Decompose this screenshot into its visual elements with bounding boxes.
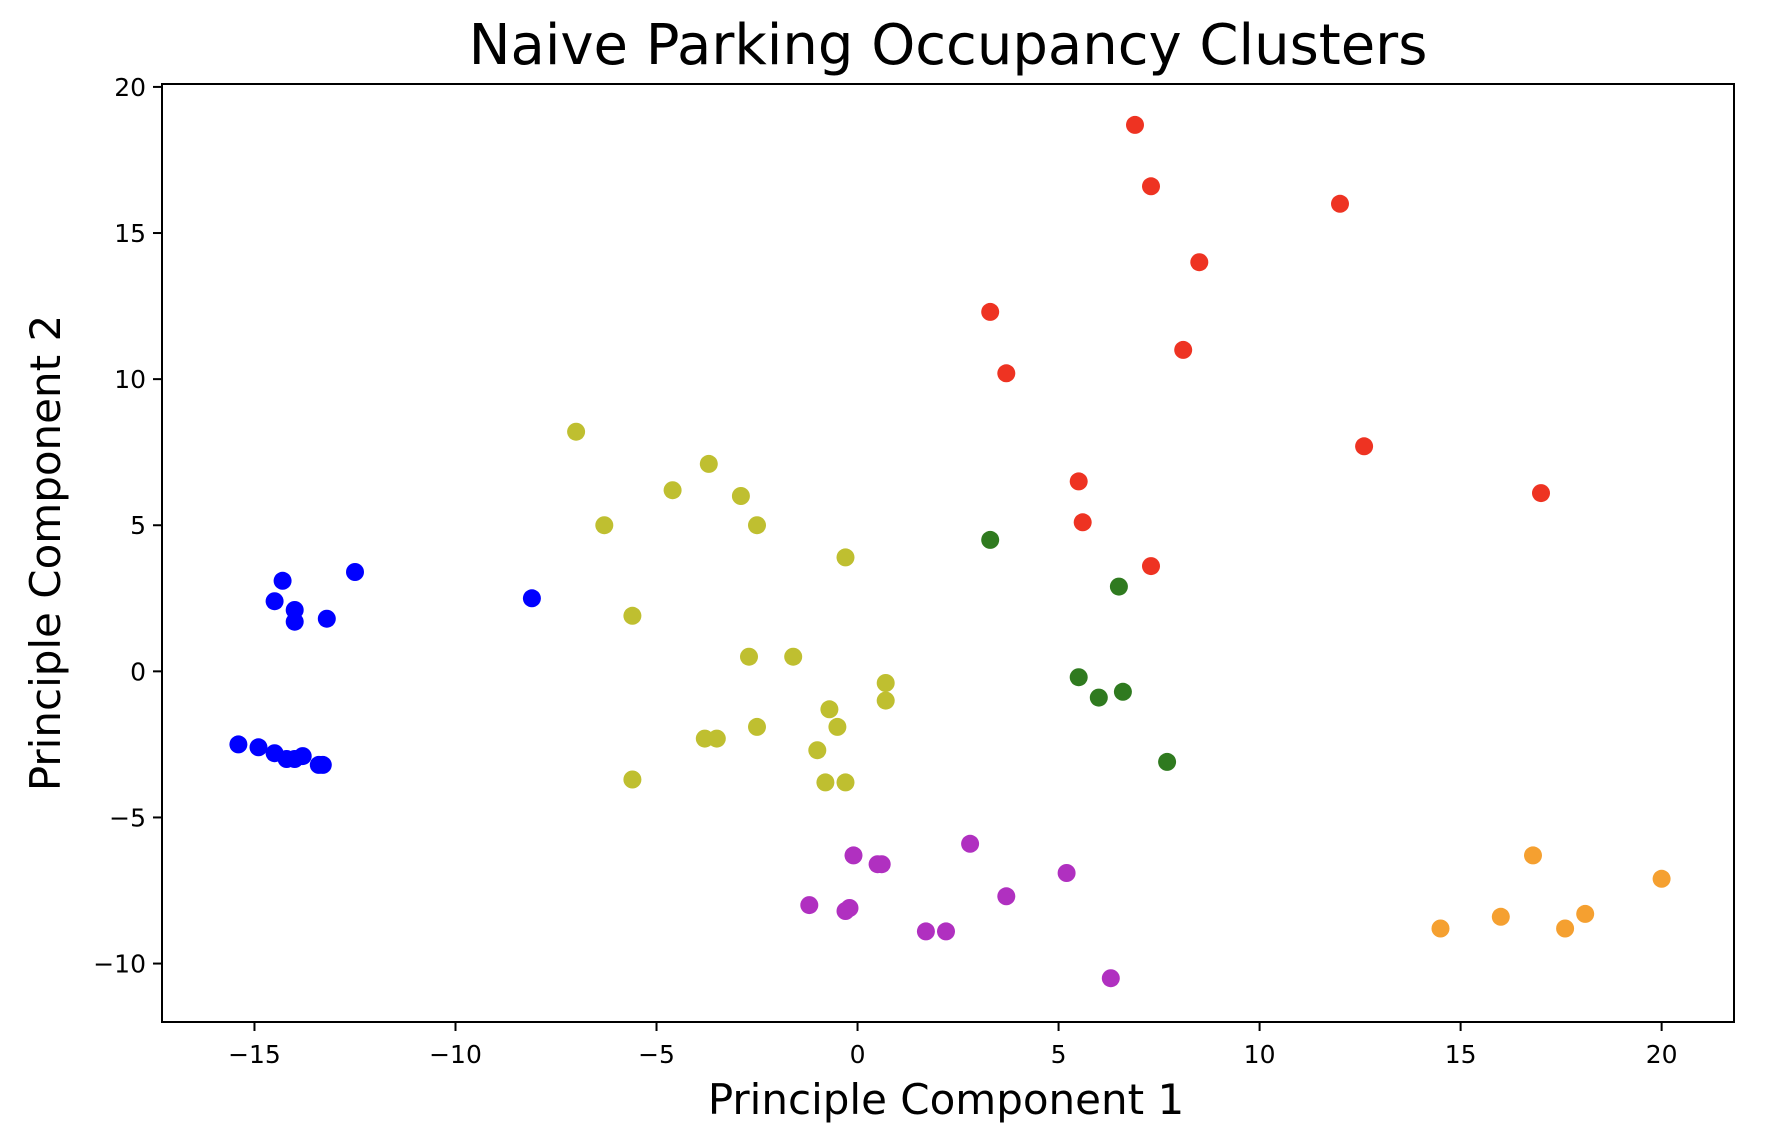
x-tick-label: −5 [638, 1040, 675, 1069]
data-point [981, 302, 1000, 321]
x-tick-label: −10 [429, 1040, 482, 1069]
data-point [623, 770, 642, 789]
cluster-series-6 [1431, 846, 1671, 938]
data-point [1073, 513, 1092, 532]
data-point [748, 717, 766, 736]
y-tick-label: 15 [114, 219, 146, 248]
data-point [567, 422, 586, 441]
data-point [1158, 752, 1177, 771]
data-point [285, 612, 304, 631]
data-point [1126, 115, 1144, 134]
data-point [663, 481, 682, 500]
data-point [916, 922, 935, 941]
y-axis: −10 −5 0 5 10 15 20 [93, 73, 162, 979]
data-point [1355, 437, 1374, 456]
data-point [707, 729, 726, 748]
data-point [1089, 688, 1108, 707]
data-point [997, 887, 1016, 906]
data-point [1491, 907, 1510, 926]
x-axis: −15 −10 −5 0 5 10 15 20 [228, 1022, 1678, 1069]
data-point [522, 589, 541, 608]
x-tick-label: 15 [1445, 1040, 1477, 1069]
data-point [1069, 472, 1088, 491]
data-point [699, 454, 718, 473]
data-point [836, 548, 855, 567]
data-point [346, 563, 364, 581]
data-point [740, 647, 758, 666]
y-tick-label: 20 [114, 73, 146, 102]
data-point [229, 735, 248, 754]
cluster-series-3 [981, 115, 1550, 576]
data-point [731, 487, 750, 505]
y-tick-label: 5 [130, 511, 146, 540]
x-tick-label: 5 [1051, 1040, 1067, 1069]
cluster-series-5 [800, 834, 1120, 988]
data-point [816, 773, 835, 792]
data-point [937, 922, 955, 941]
data-point [1190, 253, 1209, 272]
x-axis-label: Principle Component 1 [708, 1075, 1184, 1124]
data-point [840, 899, 859, 917]
data-point [1556, 919, 1575, 938]
data-point [1109, 577, 1128, 596]
cluster-series-1 [229, 563, 541, 774]
data-point [249, 738, 268, 757]
data-point [844, 846, 863, 865]
data-point [1431, 919, 1450, 938]
data-point [836, 773, 855, 792]
x-tick-label: −15 [228, 1040, 281, 1069]
data-point [961, 834, 980, 853]
data-point [273, 571, 292, 590]
data-point [313, 755, 332, 774]
data-point [748, 516, 766, 535]
data-point [828, 717, 847, 736]
data-point [876, 674, 895, 692]
y-tick-label: 10 [114, 365, 146, 394]
x-tick-label: 10 [1244, 1040, 1276, 1069]
x-tick-label: 20 [1646, 1040, 1678, 1069]
y-tick-label: −5 [109, 803, 146, 832]
y-tick-label: −10 [93, 950, 146, 979]
data-point [293, 747, 312, 766]
data-point [784, 647, 803, 666]
data-point [1576, 904, 1595, 923]
data-point [265, 592, 284, 611]
data-point [1652, 869, 1671, 888]
data-point [595, 516, 614, 535]
y-axis-label: Principle Component 2 [21, 315, 70, 791]
data-point [1532, 484, 1550, 503]
plot-area [161, 83, 1735, 1023]
data-point [1331, 194, 1349, 213]
cluster-series-2 [567, 422, 895, 792]
data-point [872, 855, 891, 874]
data-point [981, 530, 1000, 549]
data-point [997, 364, 1016, 383]
data-point [1101, 969, 1120, 988]
chart-title: Naive Parking Occupancy Clusters [469, 13, 1428, 78]
cluster-series-4 [981, 530, 1177, 771]
data-point [1057, 864, 1076, 882]
y-tick-label: 0 [130, 657, 146, 686]
data-point [1524, 846, 1542, 865]
points-layer [229, 115, 1671, 988]
data-point [1113, 682, 1132, 701]
data-point [820, 700, 839, 719]
data-point [800, 896, 819, 915]
x-tick-label: 0 [850, 1040, 866, 1069]
data-point [808, 741, 827, 760]
data-point [623, 606, 642, 625]
data-point [1142, 557, 1160, 576]
data-point [317, 609, 336, 628]
data-point [876, 691, 895, 710]
data-point [1174, 340, 1193, 359]
data-point [1142, 177, 1160, 196]
data-point [1069, 668, 1088, 687]
